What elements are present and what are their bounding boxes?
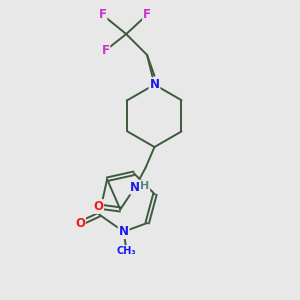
Text: O: O	[93, 200, 103, 213]
Text: CH₃: CH₃	[117, 246, 136, 256]
Text: N: N	[149, 78, 160, 91]
Text: F: F	[101, 44, 110, 57]
Text: H: H	[140, 181, 149, 191]
Text: O: O	[75, 217, 85, 230]
Text: F: F	[143, 8, 151, 21]
Text: N: N	[118, 225, 129, 238]
Text: N: N	[130, 181, 140, 194]
Text: F: F	[98, 8, 106, 21]
